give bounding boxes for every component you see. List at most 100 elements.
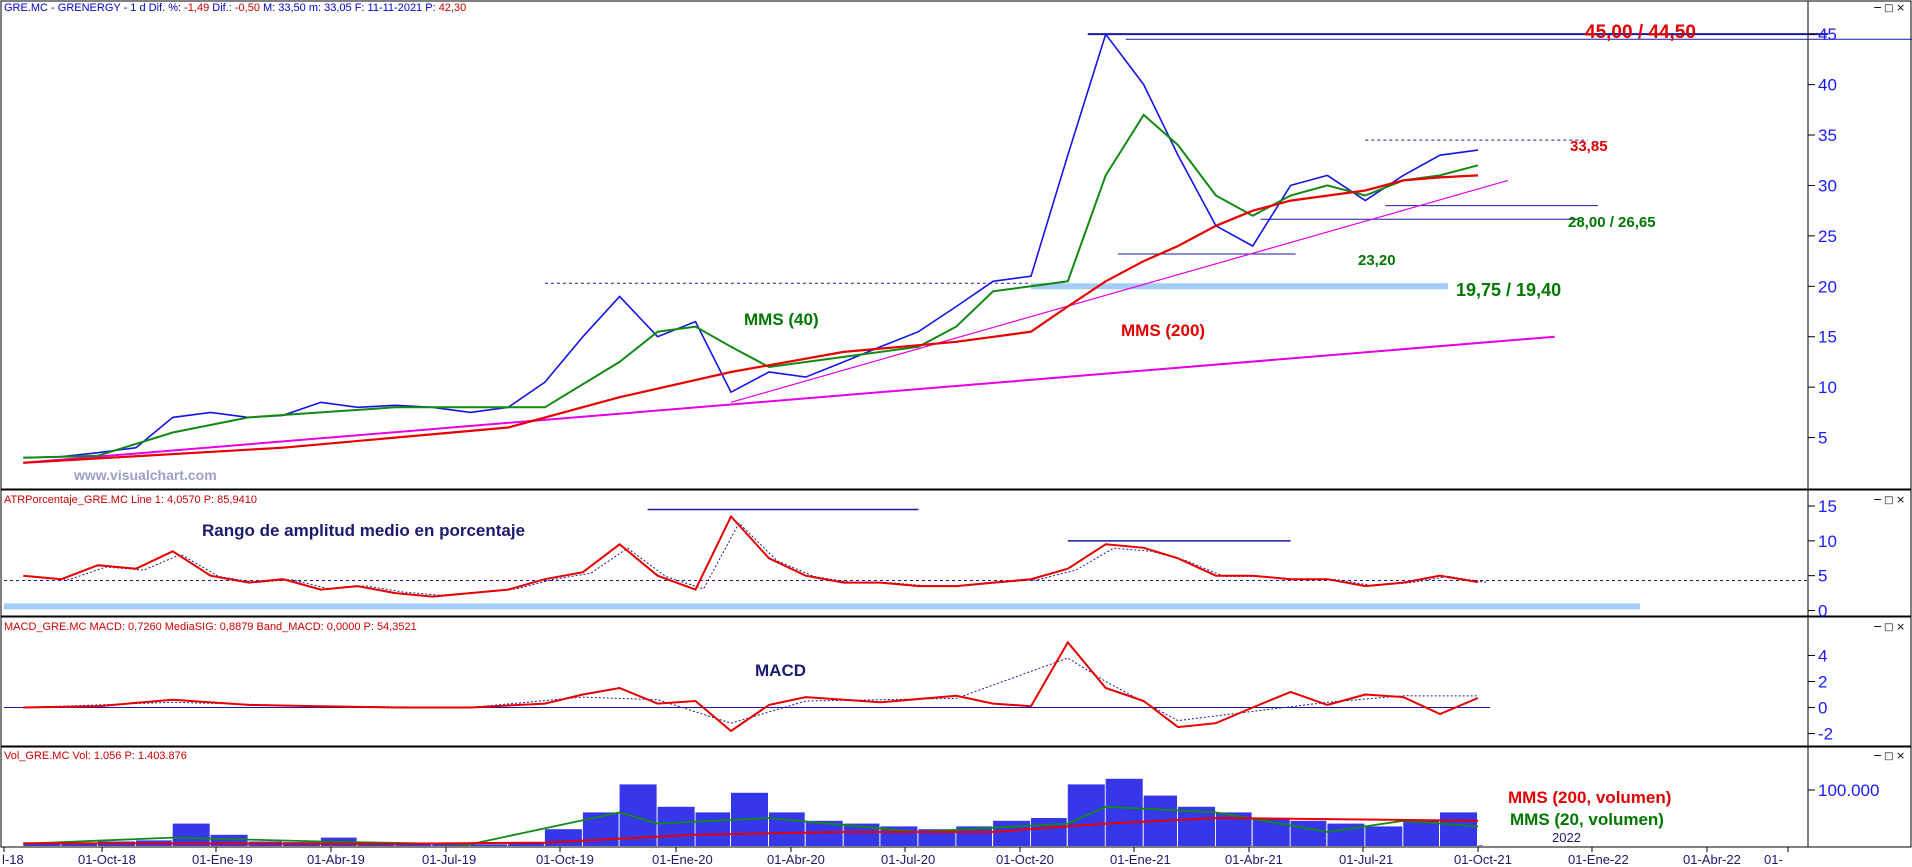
- mms40-label: MMS (40): [744, 310, 819, 329]
- y-tick-label: -2: [1818, 725, 1833, 744]
- x-tick-label: 01-Abr-21: [1225, 852, 1283, 867]
- x-tick-label: 01-Ene-21: [1110, 852, 1171, 867]
- macd-panel-frame: [0, 616, 1912, 747]
- volume-bar: [1327, 823, 1365, 846]
- volume-bar: [1178, 806, 1215, 846]
- x-tick-label: 01-Jul-19: [422, 852, 476, 867]
- window-controls-vol[interactable]: − □ ×: [1873, 749, 1905, 762]
- restore-icon[interactable]: □: [1884, 622, 1893, 633]
- y-tick-label: 5: [1818, 429, 1827, 448]
- close-icon[interactable]: ×: [1896, 493, 1905, 506]
- mms200-label: MMS (200): [1121, 321, 1205, 340]
- x-tick-label: 01-Abr-20: [767, 852, 825, 867]
- y-tick-label: 10: [1818, 532, 1837, 551]
- header-part: M: 33,50 m: 33,05 F: 11-11-2021 P:: [260, 2, 439, 14]
- y-tick-label: 0: [1818, 699, 1827, 718]
- volume-bar: [61, 843, 97, 846]
- series-layer: [23, 32, 1555, 846]
- y-tick-label: 15: [1818, 497, 1837, 516]
- trendline-long: [23, 335, 1555, 464]
- minimize-icon[interactable]: −: [1873, 493, 1882, 506]
- volume-bar: [1478, 845, 1483, 846]
- series-mms200: [23, 174, 1479, 464]
- atr-panel-header: ATRPorcentaje_GRE.MC Line 1: 4,0570 P: 8…: [4, 494, 257, 506]
- volume-bar: [432, 844, 470, 846]
- y-tick-label: 15: [1818, 328, 1837, 347]
- series-macd: [23, 640, 1479, 733]
- resistance-mid-label: 33,85: [1570, 138, 1608, 155]
- minimize-icon[interactable]: −: [1873, 749, 1882, 762]
- close-icon[interactable]: ×: [1896, 1, 1905, 14]
- y-tick-label: 40: [1818, 76, 1837, 95]
- x-tick-label: 01-Jul-20: [881, 852, 935, 867]
- volume-bar: [769, 812, 805, 846]
- x-tick-label: 01-Abr-22: [1683, 852, 1741, 867]
- y-tick-label: 25: [1818, 227, 1837, 246]
- volume-bar: [993, 820, 1031, 846]
- x-tick-label: 01-Oct-21: [1454, 852, 1512, 867]
- volume-mms20-label: MMS (20, volumen): [1510, 810, 1664, 829]
- macd-panel-title: MACD: [755, 661, 806, 680]
- volume-bar: [695, 812, 730, 846]
- restore-icon[interactable]: □: [1884, 495, 1893, 506]
- x-tick-label: 01-Jul-21: [1339, 852, 1393, 867]
- header-part: GRE.MC - GRENERGY - 1 d Dif. %:: [4, 2, 184, 14]
- minimize-icon[interactable]: −: [1873, 620, 1882, 633]
- volume-bar: [395, 843, 432, 846]
- price-panel-header: GRE.MC - GRENERGY - 1 d Dif. %: -1,49 Di…: [4, 2, 466, 14]
- volume-bar: [1365, 826, 1403, 846]
- volume-bar: [619, 784, 657, 846]
- window-controls-atr[interactable]: − □ ×: [1873, 493, 1905, 506]
- volume-bar: [1290, 820, 1327, 846]
- volume-bar: [172, 823, 210, 846]
- close-icon[interactable]: ×: [1896, 749, 1905, 762]
- x-tick-label: 01-Abr-19: [307, 852, 365, 867]
- series-vol-mms200: [23, 816, 1479, 845]
- series-macd-signal: [23, 657, 1479, 724]
- x-tick-label: 01-Ene-20: [652, 852, 713, 867]
- series-mms40: [23, 113, 1479, 459]
- y-tick-label: 0: [1818, 602, 1827, 621]
- close-icon[interactable]: ×: [1896, 620, 1905, 633]
- volume-mms200-label: MMS (200, volumen): [1508, 788, 1671, 807]
- support-1-label: 28,00 / 26,65: [1568, 214, 1656, 231]
- axis-ticks: 5 10 15 20 25 30 35 40 45 0 5 10 15 -2 0 2 4 100.000 l-18 0…: [2, 25, 1879, 867]
- series-price: [23, 32, 1479, 459]
- macd-panel-header: MACD_GRE.MC MACD: 0,7260 MediaSIG: 0,887…: [4, 621, 417, 633]
- watermark: www.visualchart.com: [73, 467, 217, 483]
- atr-panel-frame: [0, 489, 1912, 617]
- year-label: 2022: [1552, 830, 1581, 845]
- header-part: ATRPorcentaje_GRE.MC Line 1: 4,0570 P: 8…: [4, 494, 257, 506]
- x-tick-label: 01-Oct-20: [996, 852, 1054, 867]
- restore-icon[interactable]: □: [1884, 3, 1893, 14]
- x-tick-label: 01-Oct-18: [78, 852, 136, 867]
- header-part: MACD_GRE.MC MACD: 0,7260 MediaSIG: 0,887…: [4, 621, 417, 633]
- volume-bar: [1440, 812, 1477, 846]
- series-atr: [23, 514, 1479, 598]
- volume-bar: [1403, 820, 1439, 846]
- trendline-short: [730, 179, 1509, 403]
- y-tick-label: 10: [1818, 378, 1837, 397]
- y-tick-label: 45: [1818, 25, 1837, 44]
- y-tick-label: 100.000: [1818, 781, 1879, 800]
- volume-bar: [1105, 778, 1143, 846]
- y-tick-label: 2: [1818, 672, 1827, 691]
- window-controls[interactable]: − □ ×: [1873, 1, 1905, 14]
- window-controls-macd[interactable]: − □ ×: [1873, 620, 1905, 633]
- volume-bar: [918, 829, 956, 846]
- support-3-label: 19,75 / 19,40: [1456, 280, 1561, 300]
- header-part: 42,30: [439, 2, 467, 14]
- minimize-icon[interactable]: −: [1873, 1, 1882, 14]
- y-tick-label: 4: [1818, 646, 1827, 665]
- x-tick-label: l-18: [2, 852, 24, 867]
- x-tick-label: 01-Ene-19: [192, 852, 253, 867]
- header-part: Vol_GRE.MC Vol: 1.056 P: 1.403.876: [4, 750, 187, 762]
- volume-bar: [657, 806, 695, 846]
- y-tick-label: 30: [1818, 176, 1837, 195]
- restore-icon[interactable]: □: [1884, 751, 1893, 762]
- series-vol-mms20: [23, 805, 1479, 846]
- volume-bar: [23, 843, 61, 846]
- resistance-top-label: 45,00 / 44,50: [1585, 22, 1696, 43]
- annotation-lines: [4, 33, 1912, 709]
